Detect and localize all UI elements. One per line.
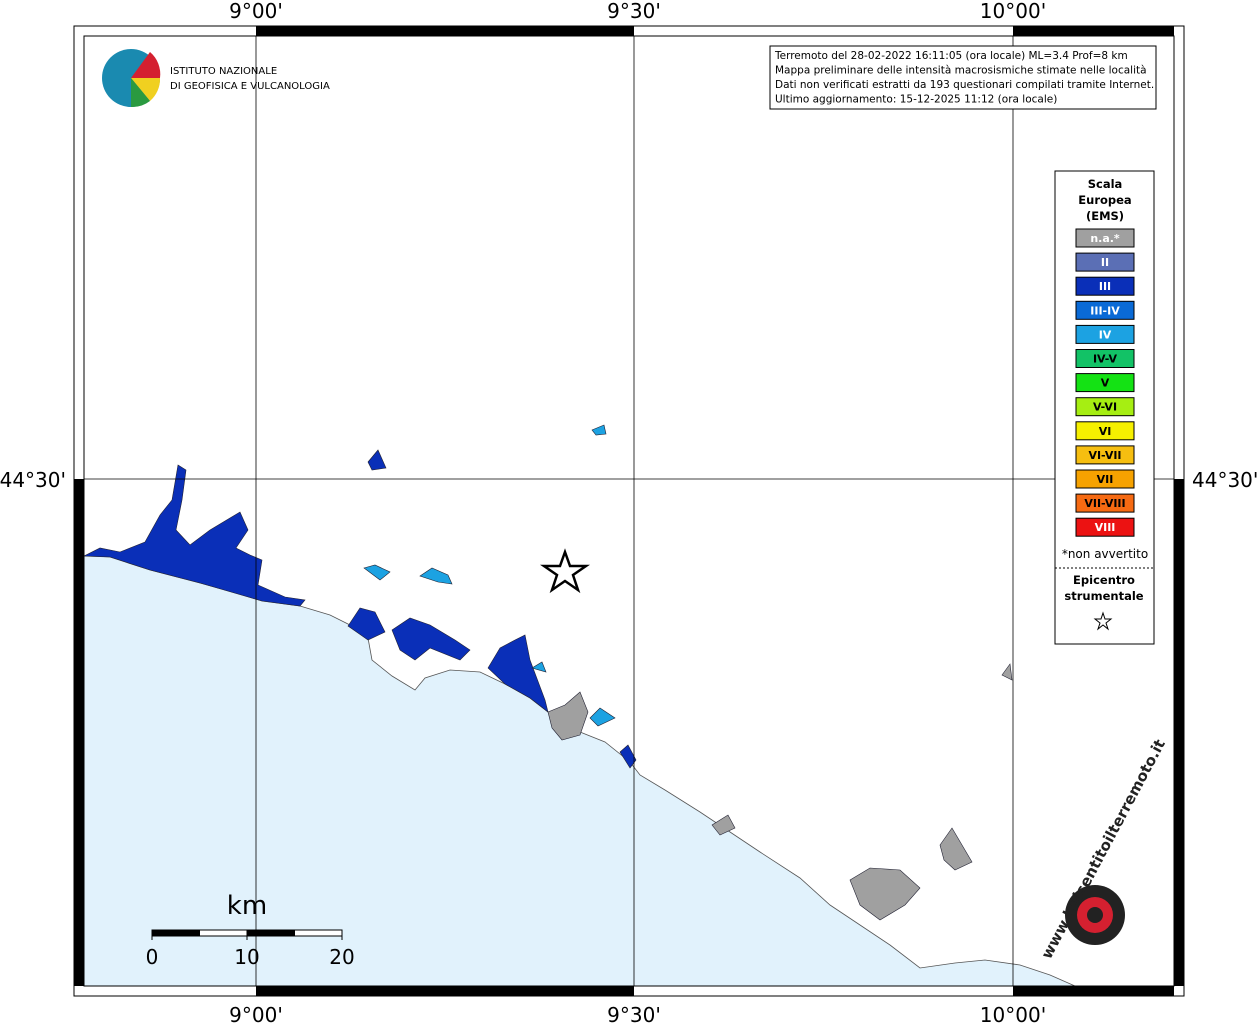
legend-swatch bbox=[1075, 469, 1135, 489]
legend-star bbox=[1093, 611, 1113, 631]
header-line: Terremoto del 28-02-2022 16:11:05 (ora l… bbox=[774, 50, 1128, 62]
logo-text: DI GEOFISICA E VULCANOLOGIA bbox=[170, 81, 330, 92]
scale-tick: 0 bbox=[146, 945, 159, 969]
legend-swatch bbox=[1075, 421, 1135, 441]
legend-label: III-IV bbox=[1090, 304, 1120, 317]
legend-swatch bbox=[1075, 445, 1135, 465]
legend-swatch bbox=[1075, 373, 1135, 393]
legend-swatch bbox=[1075, 228, 1135, 248]
graticule bbox=[84, 36, 1174, 986]
legend-epicentre: strumentale bbox=[1064, 589, 1143, 603]
legend-note: *non avvertito bbox=[1062, 547, 1148, 561]
intensity-areas bbox=[83, 424, 1013, 921]
legend-swatch bbox=[1075, 252, 1135, 272]
legend-label: VI bbox=[1099, 425, 1112, 438]
y-axis-label: 44°30' bbox=[0, 468, 66, 492]
y-axis-label: 44°30' bbox=[1192, 468, 1257, 492]
legend-swatch bbox=[1075, 517, 1135, 537]
legend-title: Europea bbox=[1078, 193, 1131, 207]
legend-title: Scala bbox=[1088, 177, 1123, 191]
scale-unit: km bbox=[227, 891, 267, 921]
header-line: Ultimo aggiornamento: 15-12-2025 11:12 (… bbox=[775, 94, 1057, 106]
legend-label: n.a.* bbox=[1090, 232, 1120, 245]
x-axis-label: 9°00' bbox=[229, 1003, 283, 1024]
legend-label: VIII bbox=[1095, 521, 1116, 534]
legend-title: (EMS) bbox=[1086, 209, 1124, 223]
frame bbox=[73, 25, 1185, 997]
x-axis-label: 9°30' bbox=[607, 0, 661, 23]
logo-text: ISTITUTO NAZIONALE bbox=[170, 66, 277, 77]
epicentre bbox=[539, 548, 591, 594]
header-line: Mappa preliminare delle intensità macros… bbox=[775, 65, 1147, 77]
legend-swatch bbox=[1075, 397, 1135, 417]
legend-label: IV bbox=[1099, 328, 1112, 341]
legend-swatch bbox=[1075, 300, 1135, 320]
legend-swatch bbox=[1075, 276, 1135, 296]
header-line: Dati non verificati estratti da 193 ques… bbox=[775, 79, 1154, 91]
header-box bbox=[769, 45, 1157, 110]
watermark-icon bbox=[1087, 907, 1103, 923]
x-axis-label: 10°00' bbox=[980, 0, 1046, 23]
scale-tick: 20 bbox=[329, 945, 354, 969]
legend-label: V-VI bbox=[1093, 401, 1117, 414]
x-axis-label: 9°30' bbox=[607, 1003, 661, 1024]
logo bbox=[102, 49, 161, 108]
x-axis-label: 10°00' bbox=[980, 1003, 1046, 1024]
legend-epicentre: Epicentro bbox=[1073, 573, 1135, 587]
legend-swatch bbox=[1075, 493, 1135, 513]
legend-label: IV-V bbox=[1093, 353, 1118, 366]
x-axis-label: 9°00' bbox=[229, 0, 283, 23]
legend-label: II bbox=[1101, 256, 1109, 269]
legend-label: VII bbox=[1097, 473, 1114, 486]
legend-swatch bbox=[1075, 324, 1135, 344]
legend-label: III bbox=[1099, 280, 1111, 293]
legend-label: VII-VIII bbox=[1084, 497, 1125, 510]
scale-tick: 10 bbox=[234, 945, 259, 969]
legend-label: VI-VII bbox=[1088, 449, 1121, 462]
sea bbox=[83, 555, 1076, 987]
scale-bar bbox=[151, 929, 343, 940]
legend-swatch bbox=[1075, 349, 1135, 368]
legend-label: V bbox=[1101, 377, 1110, 390]
